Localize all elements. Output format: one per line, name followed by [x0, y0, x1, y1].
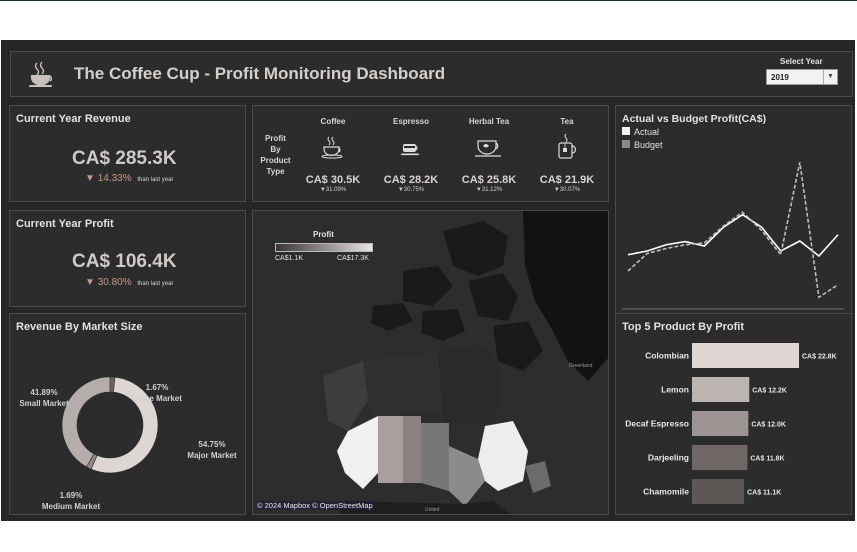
donut-percent-label: 1.69% — [60, 491, 83, 500]
donut-category-label: Large Market — [132, 394, 182, 403]
bar-colombian[interactable] — [692, 343, 799, 368]
actual-vs-budget-title: Actual vs Budget Profit(CA$) — [622, 113, 767, 125]
map-legend-gradient — [275, 243, 373, 252]
product-type-tea: Tea CA$ 21.9K ▼30.07% — [535, 106, 599, 201]
united-label: United — [425, 507, 440, 513]
donut-category-label: Medium Market — [42, 502, 101, 511]
revenue-delta-note: than last year — [137, 177, 174, 183]
year-select[interactable]: 2019 ▼ — [766, 69, 838, 85]
revenue-kpi-panel: Current Year Revenue CA$ 285.3K ▼ 14.33%… — [9, 105, 246, 202]
map-legend-title: Profit — [313, 230, 334, 239]
greenland-label: Greenland — [569, 363, 593, 369]
product-type-label: Profit By Product Type — [260, 134, 291, 176]
profit-kpi-panel: Current Year Profit CA$ 106.4K ▼ 30.80% … — [9, 210, 246, 307]
bar-category-label: Lemon — [661, 385, 689, 395]
year-filter-label: Select Year — [780, 57, 823, 66]
product-type-herbal-tea: Herbal Tea CA$ 25.8K ▼31.12% — [457, 106, 521, 201]
product-type-espresso: Espresso CA$ 28.2K ▼30.75% — [379, 106, 443, 201]
top-products-title: Top 5 Product By Profit — [622, 321, 745, 333]
profit-kpi-delta: ▼ 30.80% than last year — [85, 277, 173, 288]
bar-decaf-espresso[interactable] — [692, 411, 749, 436]
bar-darjeeling[interactable] — [692, 445, 748, 470]
coffee-cup-icon — [29, 61, 53, 87]
revenue-kpi-delta: ▼ 14.33% than last year — [85, 173, 173, 184]
donut-percent-label: 1.67% — [146, 383, 169, 392]
donut-percent-label: 41.89% — [30, 388, 57, 397]
map-attribution[interactable]: © 2024 Mapbox © OpenStreetMap — [255, 501, 375, 510]
market-size-donut-chart: 1.67% Large Market 54.75% Major Market 1.69%… — [19, 376, 237, 511]
revenue-kpi-title: Current Year Revenue — [16, 113, 131, 125]
window-top-border — [0, 0, 857, 1]
legend-budget: Budget — [622, 140, 663, 150]
revenue-delta-value: 14.33% — [97, 173, 132, 184]
espresso-delta: ▼30.75% — [397, 187, 425, 193]
down-arrow-icon: ▼ — [85, 173, 95, 184]
map-legend-max: CA$17.3K — [337, 255, 369, 262]
coffee-cup-icon — [321, 136, 343, 159]
canada-profit-map[interactable]: Greenland United — [253, 211, 609, 515]
legend-actual: Actual — [622, 127, 659, 137]
teacup-icon — [475, 140, 501, 157]
donut-slice-major-market[interactable] — [90, 376, 159, 474]
profit-kpi-value: CA$ 106.4K — [72, 251, 177, 272]
profit-map-panel[interactable]: Greenland United Profit CA$1.1K CA$17.3K… — [252, 210, 609, 515]
page-title: The Coffee Cup - Profit Monitoring Dashb… — [74, 64, 446, 83]
bar-value-label: CA$ 22.8K — [802, 354, 837, 361]
market-size-title: Revenue By Market Size — [16, 321, 143, 333]
tea-mug-icon — [558, 133, 577, 159]
bar-category-label: Darjeeling — [648, 453, 689, 463]
series-line-budget[interactable] — [627, 162, 839, 299]
revenue-kpi-value: CA$ 285.3K — [72, 148, 177, 169]
bar-category-label: Colombian — [645, 351, 689, 361]
bar-chamomile[interactable] — [692, 479, 745, 504]
donut-slice-small-market[interactable] — [61, 376, 111, 468]
herbal-tea-delta: ▼31.12% — [475, 187, 503, 193]
map-legend-min: CA$1.1K — [275, 255, 304, 262]
tea-delta: ▼30.07% — [553, 187, 581, 193]
down-arrow-icon: ▼ — [85, 277, 95, 288]
actual-vs-budget-line-chart: JanFebMarAprMayJunJulAugSeptOctNovDec — [622, 162, 844, 331]
bar-value-label: CA$ 12.0K — [751, 422, 786, 429]
profit-delta-note: than last year — [137, 281, 174, 287]
actual-vs-budget-panel: Actual vs Budget Profit(CA$) Actual Budg… — [615, 105, 852, 347]
bar-lemon[interactable] — [692, 377, 750, 402]
top-products-panel: Top 5 Product By Profit Colombian CA$ 22.… — [615, 313, 852, 515]
bar-value-label: CA$ 12.2K — [752, 388, 787, 395]
top-products-bar-chart: Colombian CA$ 22.8K Lemon CA$ 12.2K Decaf Es… — [625, 343, 837, 504]
profit-delta-value: 30.80% — [97, 277, 132, 288]
bar-category-label: Decaf Espresso — [625, 419, 689, 429]
chevron-down-icon[interactable]: ▼ — [823, 70, 837, 84]
product-type-coffee: Coffee CA$ 30.5K ▼31.09% — [301, 106, 365, 201]
product-type-panel: Profit By Product Type Coffee CA$ 30.5K … — [252, 105, 609, 202]
bar-value-label: CA$ 11.8K — [750, 456, 784, 463]
market-size-panel: Revenue By Market Size 1.67% Large Market… — [9, 313, 246, 515]
donut-category-label: Small Market — [19, 399, 69, 408]
espresso-cup-icon — [401, 144, 419, 156]
donut-category-label: Major Market — [187, 451, 237, 460]
profit-kpi-title: Current Year Profit — [16, 218, 114, 230]
donut-percent-label: 54.75% — [198, 440, 225, 449]
year-select-value: 2019 — [771, 73, 789, 82]
dashboard: The Coffee Cup - Profit Monitoring Dashb… — [1, 40, 855, 521]
bar-value-label: CA$ 11.1K — [747, 490, 781, 497]
coffee-delta: ▼31.09% — [319, 187, 347, 193]
bar-category-label: Chamomile — [643, 487, 689, 497]
header-panel: The Coffee Cup - Profit Monitoring Dashb… — [10, 51, 853, 97]
series-line-actual[interactable] — [627, 213, 839, 258]
